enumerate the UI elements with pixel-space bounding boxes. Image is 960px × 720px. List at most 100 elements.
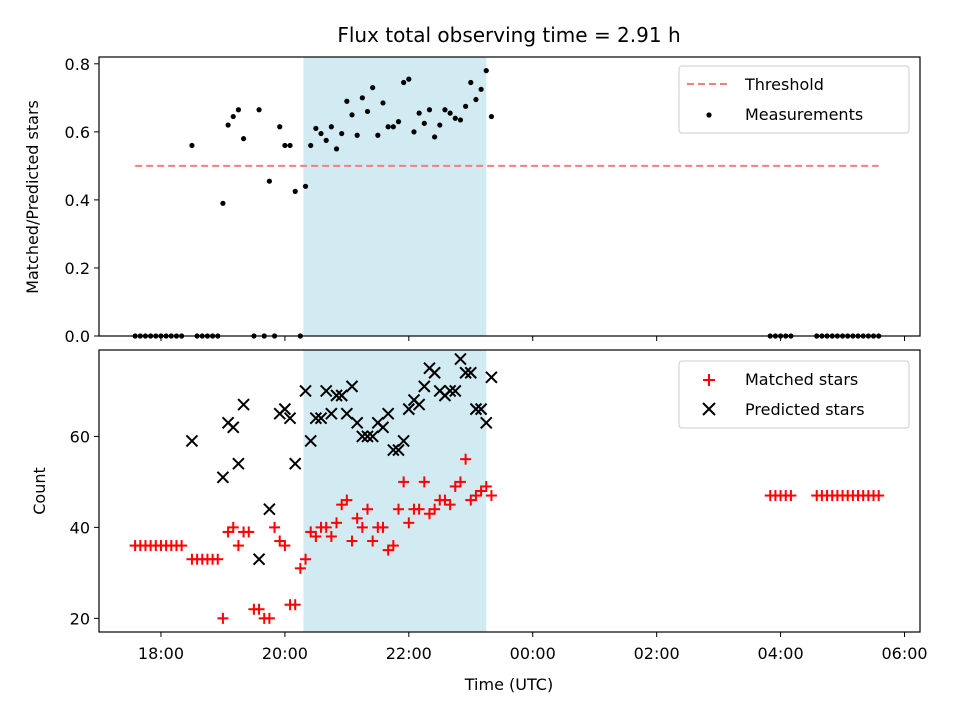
y-tick-label: 60 [70, 427, 90, 446]
measurements-point [359, 95, 365, 101]
measurements-point [287, 142, 293, 149]
measurements-point [266, 178, 272, 184]
bottom-panel: 20 40 60 18:00 20:00 22:00 00:00 02:00 04:00 06:… [30, 349, 928, 694]
measurements-point [318, 130, 324, 137]
top-x-ticks [160, 336, 906, 341]
bottom-y-axis-label: Count [30, 467, 49, 515]
predicted-stars-point [309, 412, 323, 425]
matched-stars-point [387, 540, 399, 552]
predicted-stars-point [418, 380, 431, 393]
measurements-point [401, 79, 407, 86]
measurements-point [235, 107, 242, 113]
matched-stars-point [346, 535, 358, 547]
measurements-point [375, 132, 381, 138]
x-tick-label: 22:00 [386, 644, 432, 663]
matched-stars-point [444, 499, 456, 511]
measurements-point [442, 107, 448, 113]
measurements-point [483, 68, 489, 74]
measurements-point [468, 79, 474, 86]
measurements-point [328, 124, 334, 130]
predicted-stars-point [366, 430, 379, 443]
matched-stars-point [269, 521, 281, 533]
bottom-y-ticks: 20 40 60 [70, 427, 99, 628]
predicted-stars-point [299, 384, 312, 398]
measurements-point [432, 134, 438, 140]
bottom-plot-frame [98, 349, 921, 633]
y-tick-label: 40 [70, 518, 90, 537]
measurements-point [380, 100, 386, 106]
matched-stars-point [873, 490, 885, 502]
matched-stars-point [460, 453, 472, 465]
y-tick-label: 0.8 [65, 55, 90, 74]
bottom-legend-box [678, 360, 910, 429]
predicted-stars-point [227, 421, 240, 434]
bottom-x-ticks: 18:00 20:00 22:00 00:00 02:00 04:00 06:00 [138, 632, 928, 663]
predicted-legend-swatch [702, 402, 716, 416]
matched-stars-point [485, 490, 497, 502]
measurements-point [478, 86, 484, 92]
y-tick-label: 0.4 [65, 191, 90, 210]
matched-legend-label: Matched stars [745, 370, 858, 389]
predicted-stars-point [397, 434, 410, 448]
top-y-ticks: 0.0 0.2 0.4 0.6 0.8 [65, 55, 99, 346]
predicted-stars-point [330, 389, 343, 402]
measurements-point [385, 124, 391, 130]
matched-stars-point [232, 540, 244, 552]
x-axis-label: Time (UTC) [464, 675, 553, 694]
matched-stars-point [310, 530, 322, 542]
matched-stars-point [300, 553, 312, 565]
y-tick-label: 20 [70, 609, 90, 628]
matched-stars-point [331, 517, 343, 529]
predicted-stars-point [185, 434, 199, 448]
matched-stars-point [356, 521, 368, 533]
predicted-stars-point [480, 416, 493, 429]
top-shaded-interval [303, 57, 487, 336]
matched-stars-point [253, 603, 265, 615]
matched-legend-swatch [703, 374, 715, 386]
measurements-point [256, 107, 262, 113]
measurements-point [240, 136, 247, 142]
matched-stars-point [227, 521, 239, 533]
matched-stars-point [320, 521, 332, 533]
top-plot-frame [98, 56, 921, 337]
predicted-stars-point [350, 416, 364, 429]
x-tick-label: 00:00 [510, 644, 556, 663]
predicted-stars-point [449, 384, 462, 398]
measurements-point [473, 96, 479, 103]
y-tick-label: 0.2 [65, 259, 90, 278]
matched-stars-point [429, 503, 441, 515]
predicted-stars-point [319, 384, 333, 398]
measurements-point [364, 108, 371, 115]
top-legend: Threshold Measurements [678, 65, 910, 134]
measurements-point [323, 137, 329, 143]
predicted-stars-point [252, 553, 266, 566]
measurements-point [282, 142, 288, 149]
predicted-stars-point [356, 430, 369, 443]
predicted-stars-point [304, 434, 317, 448]
predicted-stars-point [428, 366, 441, 379]
measurements-point [421, 120, 427, 126]
predicted-stars-point [387, 443, 400, 457]
measurements-point [426, 107, 433, 113]
matched-stars-point [243, 526, 255, 538]
matched-stars-point [392, 503, 404, 515]
predicted-stars-point [464, 366, 477, 379]
x-tick-label: 20:00 [262, 644, 308, 663]
matched-stars-point [212, 553, 224, 565]
matched-stars-point [217, 612, 229, 624]
matched-stars-point [351, 512, 363, 524]
top-panel: 0.0 0.2 0.4 0.6 0.8 Flux total observing tim… [23, 23, 921, 346]
measurements-point [220, 200, 226, 206]
predicted-stars-point [345, 380, 359, 393]
threshold-legend-label: Threshold [744, 75, 824, 94]
matched-stars-point [413, 503, 425, 515]
predicted-stars-point [454, 352, 467, 366]
bottom-legend: Matched stars Predicted stars [678, 360, 910, 429]
predicted-stars-point [381, 407, 395, 420]
predicted-stars-point [325, 407, 338, 420]
matched-stars-point [325, 530, 337, 542]
matched-stars-point [785, 490, 797, 502]
measurements-point [333, 146, 340, 152]
matched-stars-point [294, 562, 306, 574]
measurements-point [452, 115, 458, 121]
